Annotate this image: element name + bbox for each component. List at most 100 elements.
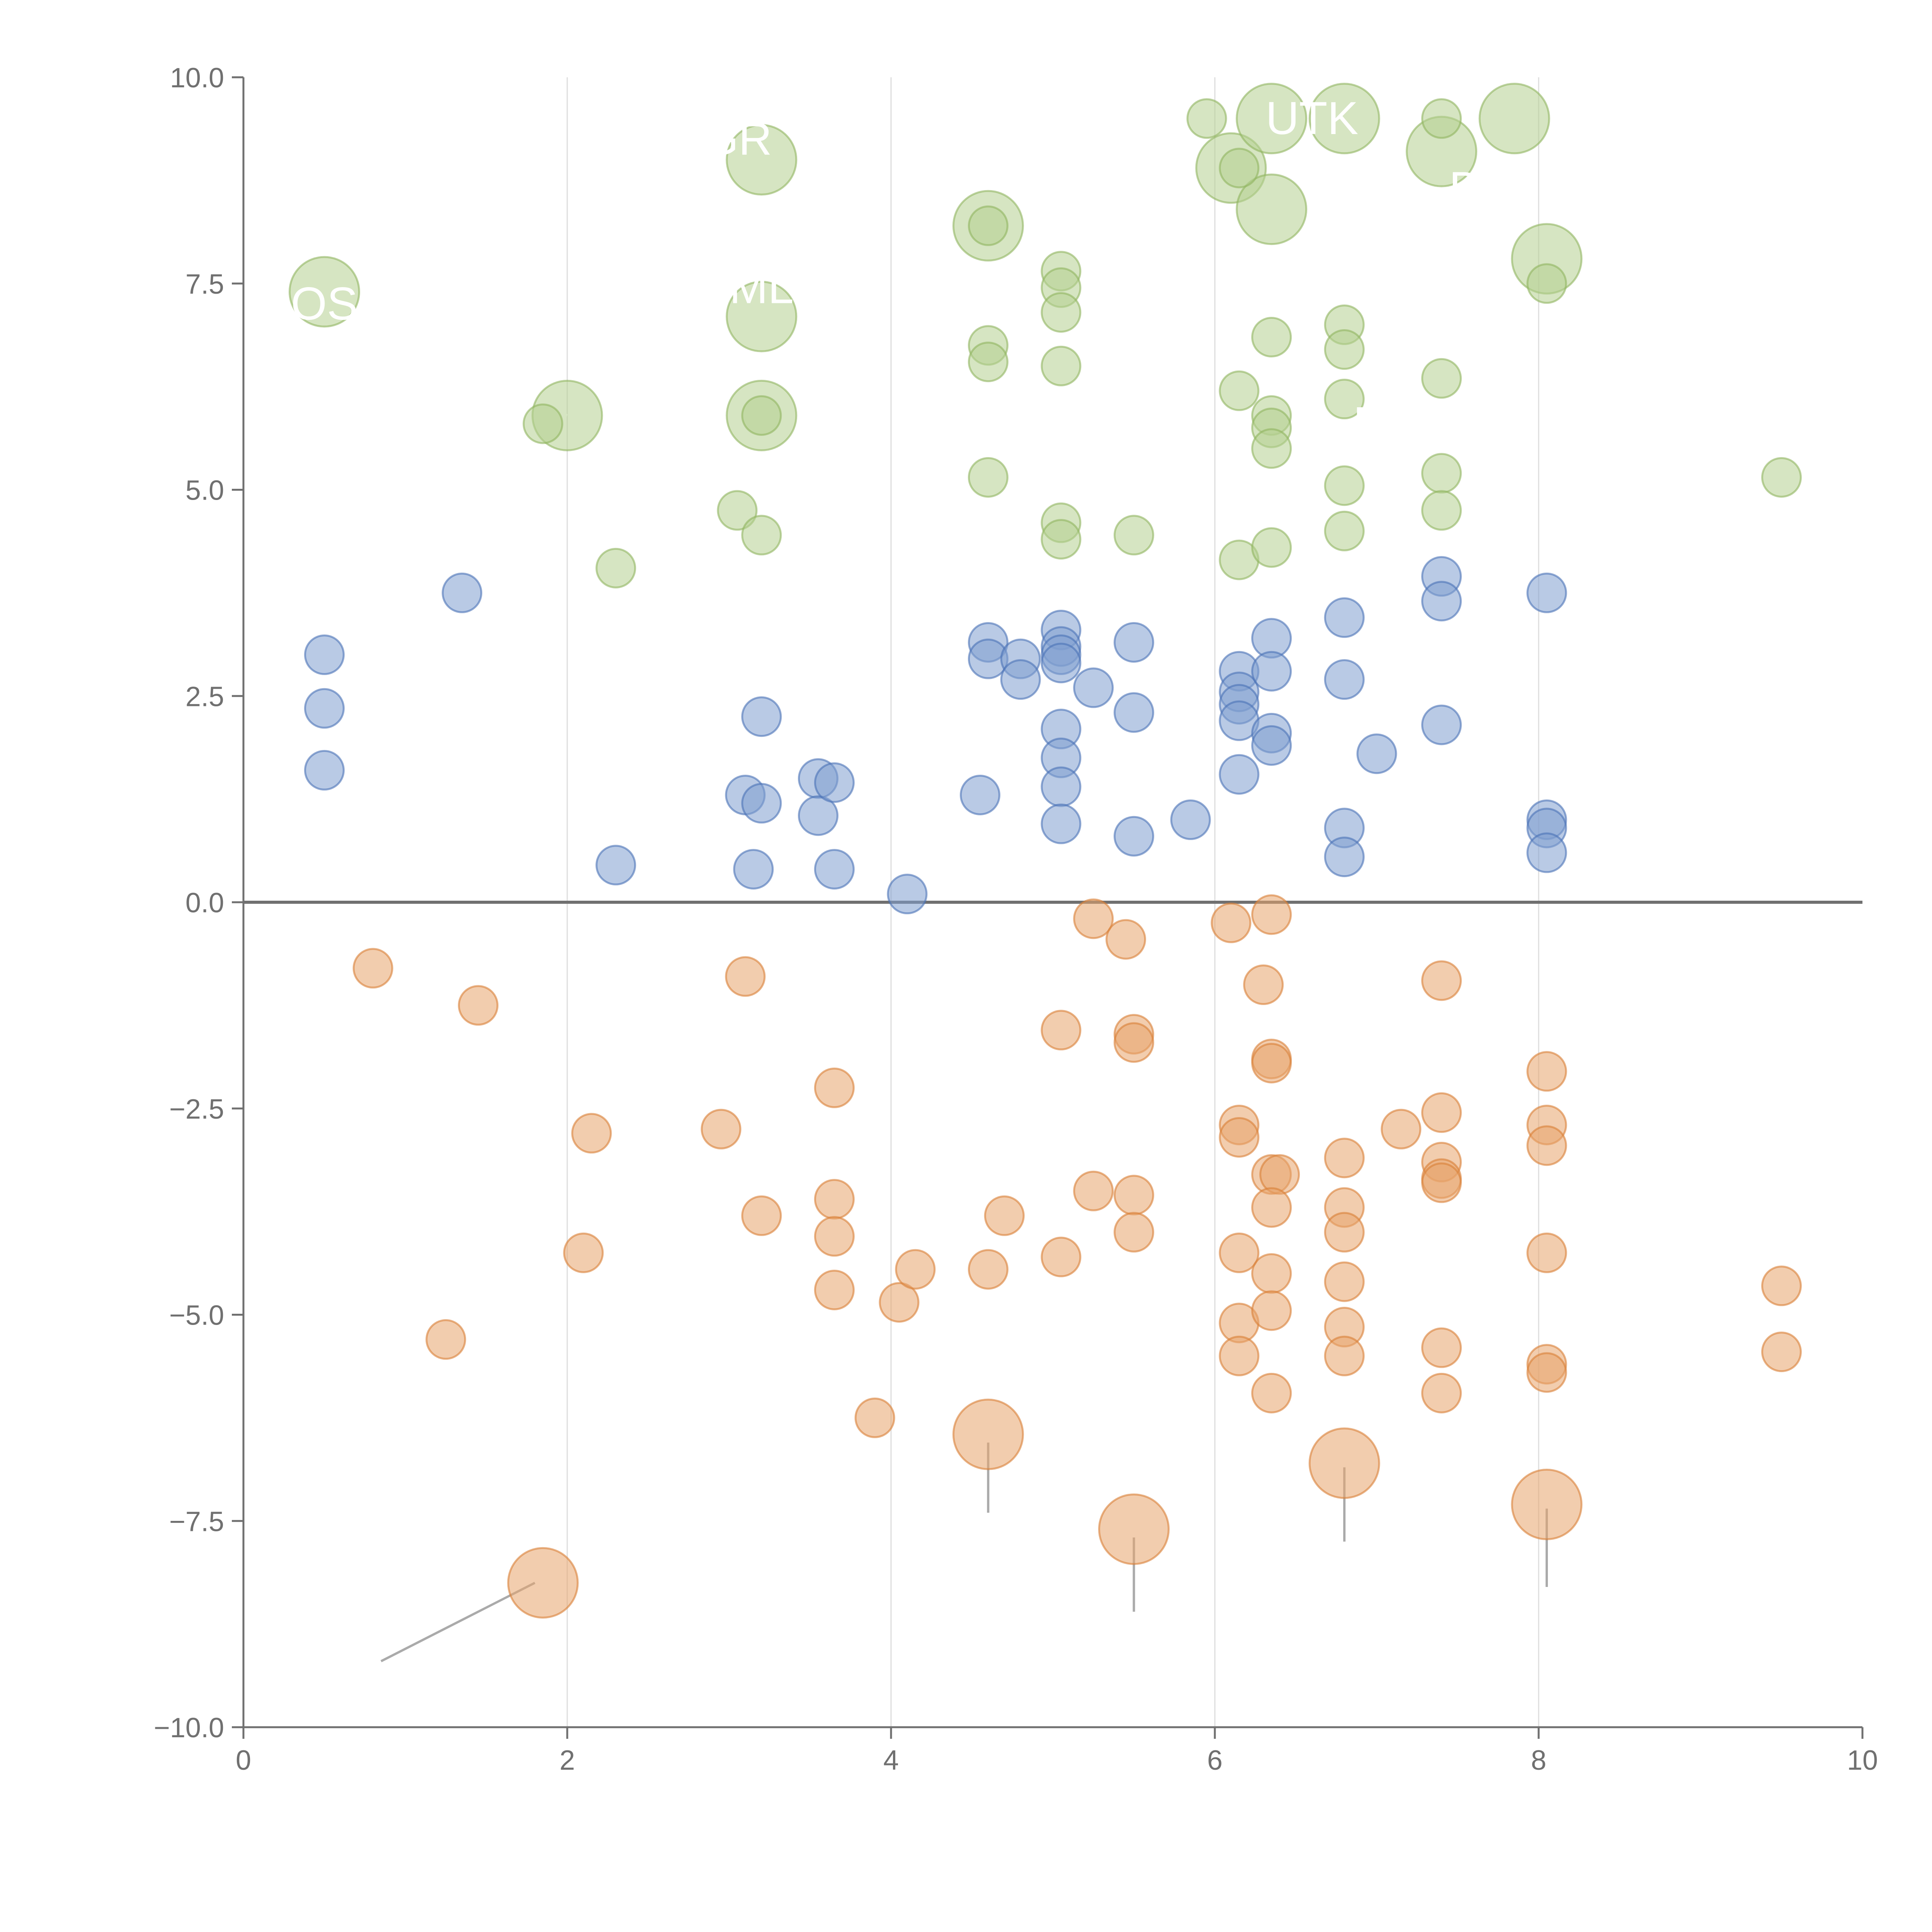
- data-points: [289, 83, 1802, 1619]
- x-tick-label: 10: [1847, 1745, 1878, 1776]
- orange-point: [352, 948, 393, 989]
- point-label: OS: [291, 278, 358, 330]
- orange-point: [1324, 1138, 1365, 1179]
- orange-point: [1219, 1335, 1260, 1376]
- green-point: [1251, 317, 1292, 358]
- green-point: [968, 457, 1009, 498]
- blue-point: [814, 849, 855, 890]
- green-point: [741, 395, 782, 436]
- green-point: [726, 124, 798, 196]
- orange-point: [952, 1398, 1024, 1470]
- blue-point: [1421, 581, 1462, 622]
- orange-point: [1511, 1469, 1583, 1541]
- orange-point: [1761, 1332, 1802, 1372]
- orange-point: [1114, 1022, 1154, 1063]
- green-point: [1041, 345, 1082, 386]
- green-point: [1478, 83, 1550, 155]
- orange-point: [1421, 1372, 1462, 1413]
- orange-point: [1098, 1493, 1170, 1565]
- orange-point: [814, 1269, 855, 1310]
- orange-point: [725, 956, 766, 997]
- blue-point: [1041, 803, 1082, 844]
- y-tick-label: 7.5: [185, 269, 224, 300]
- point-label: GR: [702, 113, 772, 165]
- orange-point: [507, 1547, 579, 1619]
- blue-point: [1219, 754, 1260, 795]
- blue-point: [304, 688, 345, 729]
- blue-point: [1114, 692, 1154, 733]
- green-point: [289, 256, 360, 328]
- orange-point: [458, 985, 499, 1026]
- blue-point: [1324, 597, 1365, 638]
- green-point: [1761, 457, 1802, 498]
- orange-point: [1251, 1372, 1292, 1413]
- y-tick-label: −7.5: [169, 1506, 224, 1537]
- orange-point: [1219, 1117, 1260, 1158]
- green-point: [1324, 329, 1365, 370]
- green-point: [1526, 263, 1567, 304]
- blue-point: [1526, 832, 1567, 873]
- blue-point: [1000, 659, 1041, 700]
- green-point: [1421, 358, 1462, 399]
- orange-point: [895, 1249, 936, 1290]
- orange-point: [1421, 1092, 1462, 1133]
- x-tick-label: 8: [1531, 1745, 1546, 1776]
- blue-point: [1356, 733, 1397, 774]
- green-point: [1421, 98, 1462, 139]
- blue-point: [1114, 622, 1154, 663]
- orange-point: [1308, 1427, 1380, 1499]
- green-point: [717, 490, 758, 531]
- orange-point: [563, 1232, 604, 1273]
- blue-point: [959, 774, 1000, 815]
- orange-point: [571, 1113, 612, 1154]
- blue-point: [595, 845, 636, 886]
- y-tick-label: −5.0: [169, 1300, 224, 1331]
- orange-point: [1526, 1051, 1567, 1092]
- blue-point: [798, 795, 838, 836]
- y-tick-label: 2.5: [185, 681, 224, 712]
- blue-point: [304, 634, 345, 675]
- leader-line: [380, 1582, 536, 1662]
- orange-point: [1211, 902, 1252, 943]
- orange-point: [1421, 1327, 1462, 1368]
- blue-point: [1041, 643, 1082, 684]
- blue-point: [442, 572, 483, 613]
- green-point: [522, 403, 563, 444]
- green-point: [1114, 515, 1154, 556]
- orange-point: [1041, 1010, 1082, 1051]
- green-point: [1324, 465, 1365, 506]
- x-tick-label: 0: [236, 1745, 251, 1776]
- orange-point: [854, 1397, 895, 1438]
- orange-point: [1114, 1212, 1154, 1253]
- y-tick-label: −2.5: [169, 1094, 224, 1125]
- orange-point: [879, 1282, 920, 1323]
- orange-point: [968, 1249, 1009, 1290]
- orange-point: [1251, 894, 1292, 935]
- orange-point: [1526, 1232, 1567, 1273]
- orange-point: [1324, 1335, 1365, 1376]
- green-point: [1324, 379, 1365, 420]
- orange-point: [1421, 960, 1462, 1001]
- green-point: [1041, 519, 1082, 560]
- orange-point: [1324, 1212, 1365, 1253]
- orange-point: [1105, 919, 1146, 960]
- point-label: P: [1353, 398, 1384, 449]
- orange-point: [741, 1195, 782, 1236]
- orange-point: [1526, 1125, 1567, 1166]
- orange-point: [1251, 1290, 1292, 1331]
- blue-point: [1526, 572, 1567, 613]
- blue-point: [1251, 725, 1292, 766]
- x-tick-label: 2: [560, 1745, 575, 1776]
- leader-lines: [324, 117, 1579, 1662]
- blue-point: [741, 696, 782, 737]
- green-point: [968, 342, 1009, 383]
- green-point: [1219, 370, 1260, 411]
- blue-point: [1170, 799, 1211, 840]
- orange-point: [1761, 1265, 1802, 1306]
- blue-point: [1073, 667, 1114, 708]
- blue-point: [1324, 659, 1365, 700]
- point-label: UTK: [1265, 92, 1358, 144]
- green-point: [1251, 527, 1292, 568]
- green-point: [1041, 292, 1082, 333]
